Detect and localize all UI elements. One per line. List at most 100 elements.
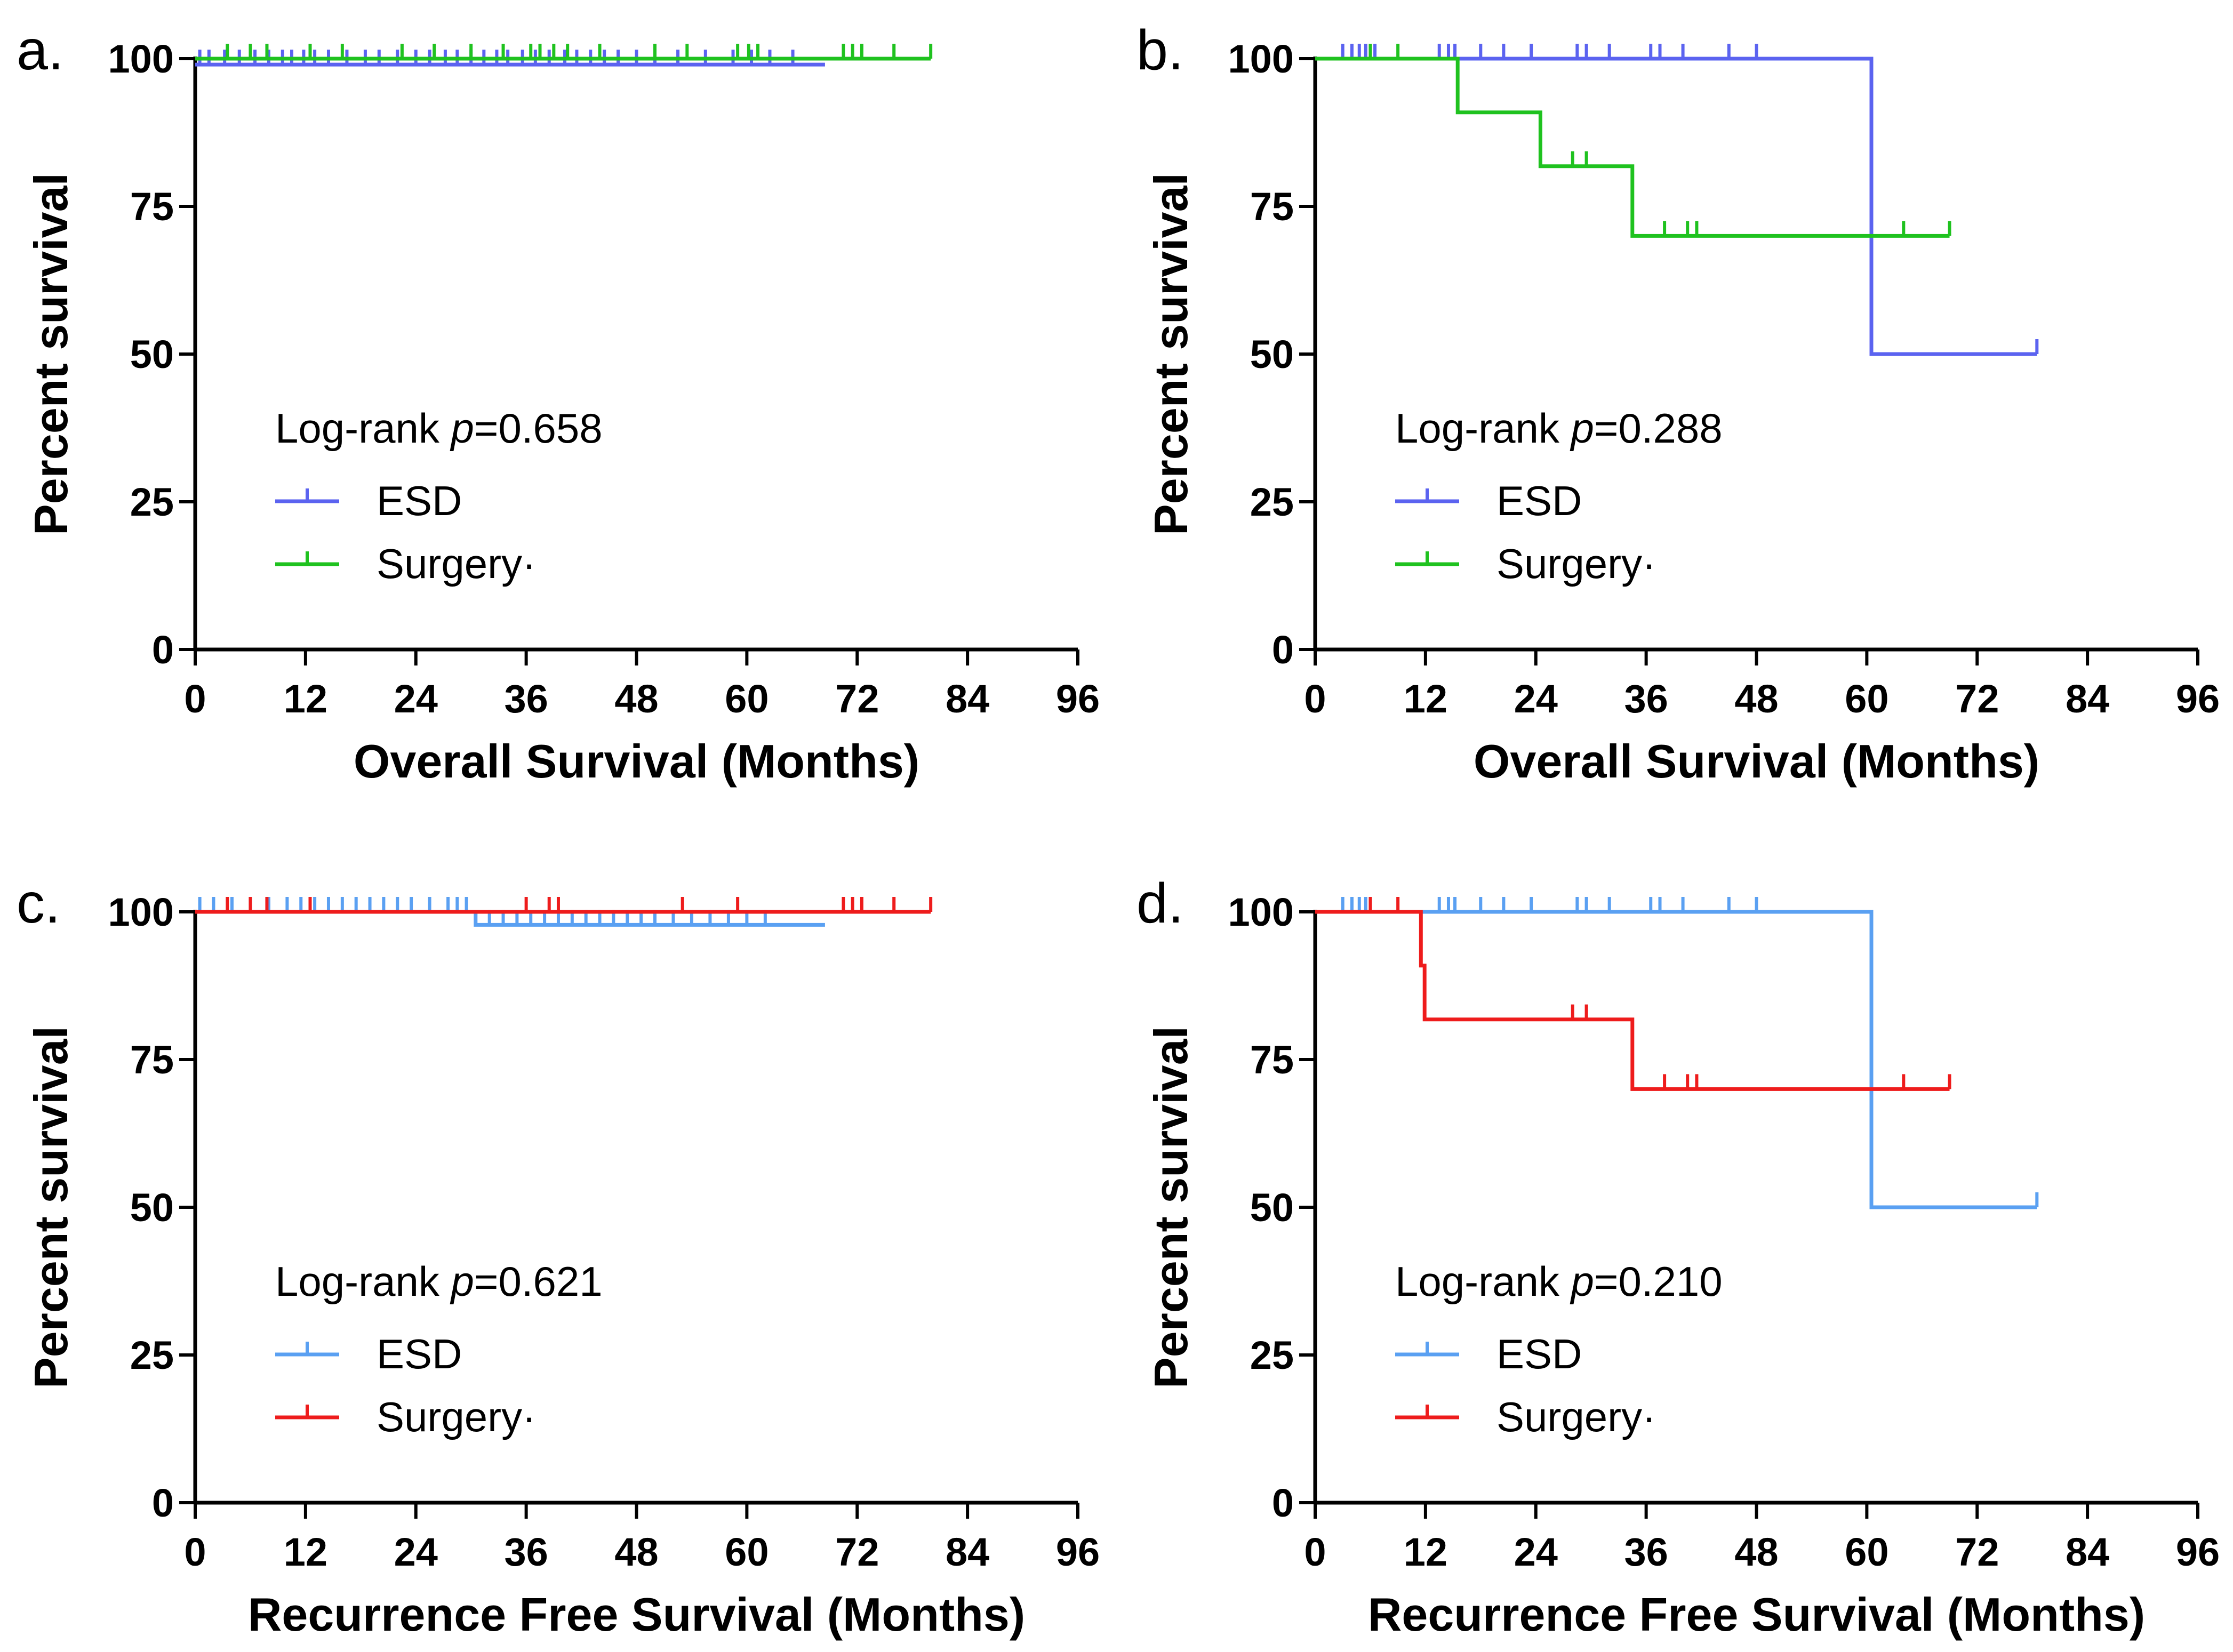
x-tick-label: 48 — [1734, 1530, 1778, 1574]
logrank-value: =0.658 — [474, 405, 603, 452]
logrank-prefix: Log-rank — [275, 405, 451, 452]
logrank-p: p — [450, 405, 474, 452]
y-axis-title: Percent survival — [25, 1026, 77, 1389]
y-tick-label: 100 — [108, 37, 174, 81]
y-axis-title: Percent survival — [1144, 1026, 1197, 1389]
x-tick-label: 24 — [1514, 677, 1558, 721]
x-tick-label: 48 — [614, 1530, 658, 1574]
logrank-value: =0.210 — [1594, 1258, 1723, 1305]
x-tick-label: 72 — [835, 677, 879, 721]
legend-label: Surgery· — [377, 540, 536, 587]
series-esd — [1315, 897, 2039, 1209]
x-tick-label: 60 — [725, 1530, 769, 1574]
x-tick-label: 72 — [1955, 1530, 1999, 1574]
survival-curve — [1315, 910, 1950, 1091]
x-tick-label: 72 — [835, 1530, 879, 1574]
y-tick-label: 75 — [130, 185, 174, 229]
chart-panel-1: a. 0 25 50 75 100 0 12 24 36 48 60 72 84 96 Overall Sur… — [17, 19, 1100, 788]
y-tick-label: 25 — [1250, 480, 1294, 524]
chart-panel-4: d. 0 25 50 75 100 0 12 24 36 48 60 72 84 96 Recurrence … — [1136, 872, 2220, 1641]
logrank-prefix: Log-rank — [1395, 1258, 1571, 1305]
x-tick-label: 60 — [725, 677, 769, 721]
x-tick-label: 96 — [1056, 677, 1100, 721]
logrank-annotation: Log-rank p=0.210 — [1395, 1258, 1723, 1305]
x-tick-label: 0 — [1304, 1530, 1326, 1574]
logrank-p: p — [1570, 405, 1594, 452]
x-axis-title: Recurrence Free Survival (Months) — [248, 1588, 1025, 1641]
y-tick-label: 100 — [108, 890, 174, 934]
x-tick-label: 84 — [2066, 1530, 2109, 1574]
x-tick-label: 36 — [1624, 677, 1668, 721]
x-tick-label: 0 — [184, 1530, 206, 1574]
logrank-value: =0.288 — [1594, 405, 1723, 452]
x-tick-label: 84 — [2066, 677, 2109, 721]
survival-curve — [1315, 57, 1950, 238]
x-axis-title: Overall Survival (Months) — [1474, 735, 2039, 788]
logrank-prefix: Log-rank — [1395, 405, 1571, 452]
y-tick-label: 25 — [130, 480, 174, 524]
y-tick-label: 75 — [1250, 1038, 1294, 1082]
y-tick-label: 25 — [1250, 1333, 1294, 1377]
x-tick-label: 24 — [1514, 1530, 1558, 1574]
x-tick-label: 12 — [1404, 1530, 1447, 1574]
legend-item-surgery: Surgery· — [1395, 540, 1656, 587]
legend-item-esd: ESD — [275, 477, 462, 524]
legend-item-esd: ESD — [1395, 477, 1582, 524]
x-tick-label: 96 — [2176, 1530, 2220, 1574]
legend-label: Surgery· — [1496, 1393, 1656, 1440]
logrank-prefix: Log-rank — [275, 1258, 451, 1305]
panel-label: d. — [1136, 872, 1183, 935]
panel-label: a. — [17, 19, 63, 82]
legend-label: ESD — [1496, 477, 1582, 524]
x-tick-label: 36 — [504, 1530, 548, 1574]
x-axis-title: Recurrence Free Survival (Months) — [1368, 1588, 2145, 1641]
panel-label: c. — [17, 872, 60, 935]
y-tick-label: 50 — [130, 1185, 174, 1230]
x-tick-label: 0 — [184, 677, 206, 721]
survival-curve — [1315, 57, 2037, 356]
y-tick-label: 100 — [1228, 890, 1294, 934]
y-tick-label: 50 — [130, 332, 174, 376]
logrank-annotation: Log-rank p=0.658 — [275, 405, 603, 452]
series-esd — [1315, 44, 2039, 356]
y-tick-label: 75 — [1250, 185, 1294, 229]
logrank-value: =0.621 — [474, 1258, 603, 1305]
x-tick-label: 60 — [1845, 677, 1888, 721]
legend-label: ESD — [377, 477, 462, 524]
x-tick-label: 12 — [284, 677, 327, 721]
x-tick-label: 84 — [946, 1530, 989, 1574]
y-tick-label: 50 — [1250, 332, 1294, 376]
x-tick-label: 84 — [946, 677, 989, 721]
logrank-annotation: Log-rank p=0.288 — [1395, 405, 1723, 452]
panel-label: b. — [1136, 19, 1183, 82]
legend-item-surgery: Surgery· — [275, 1393, 536, 1440]
legend-label: ESD — [1496, 1330, 1582, 1377]
x-tick-label: 96 — [1056, 1530, 1100, 1574]
x-tick-label: 36 — [504, 677, 548, 721]
y-tick-label: 0 — [1272, 628, 1294, 672]
series-surgery — [195, 897, 933, 914]
x-tick-label: 24 — [394, 1530, 438, 1574]
legend-item-esd: ESD — [1395, 1330, 1582, 1377]
y-tick-label: 0 — [152, 1481, 174, 1525]
legend-item-esd: ESD — [275, 1330, 462, 1377]
survival-curve — [1315, 910, 2037, 1209]
logrank-p: p — [1570, 1258, 1594, 1305]
legend-label: Surgery· — [1496, 540, 1656, 587]
logrank-annotation: Log-rank p=0.621 — [275, 1258, 603, 1305]
x-tick-label: 72 — [1955, 677, 1999, 721]
x-tick-label: 48 — [614, 677, 658, 721]
y-axis-title: Percent survival — [25, 173, 77, 535]
x-tick-label: 12 — [1404, 677, 1447, 721]
y-tick-label: 75 — [130, 1038, 174, 1082]
x-tick-label: 60 — [1845, 1530, 1888, 1574]
x-tick-label: 36 — [1624, 1530, 1668, 1574]
x-tick-label: 0 — [1304, 677, 1326, 721]
y-tick-label: 100 — [1228, 37, 1294, 81]
y-axis-title: Percent survival — [1144, 173, 1197, 535]
x-tick-label: 12 — [284, 1530, 327, 1574]
series-surgery — [1315, 44, 1951, 238]
y-tick-label: 50 — [1250, 1185, 1294, 1230]
y-tick-label: 25 — [130, 1333, 174, 1377]
